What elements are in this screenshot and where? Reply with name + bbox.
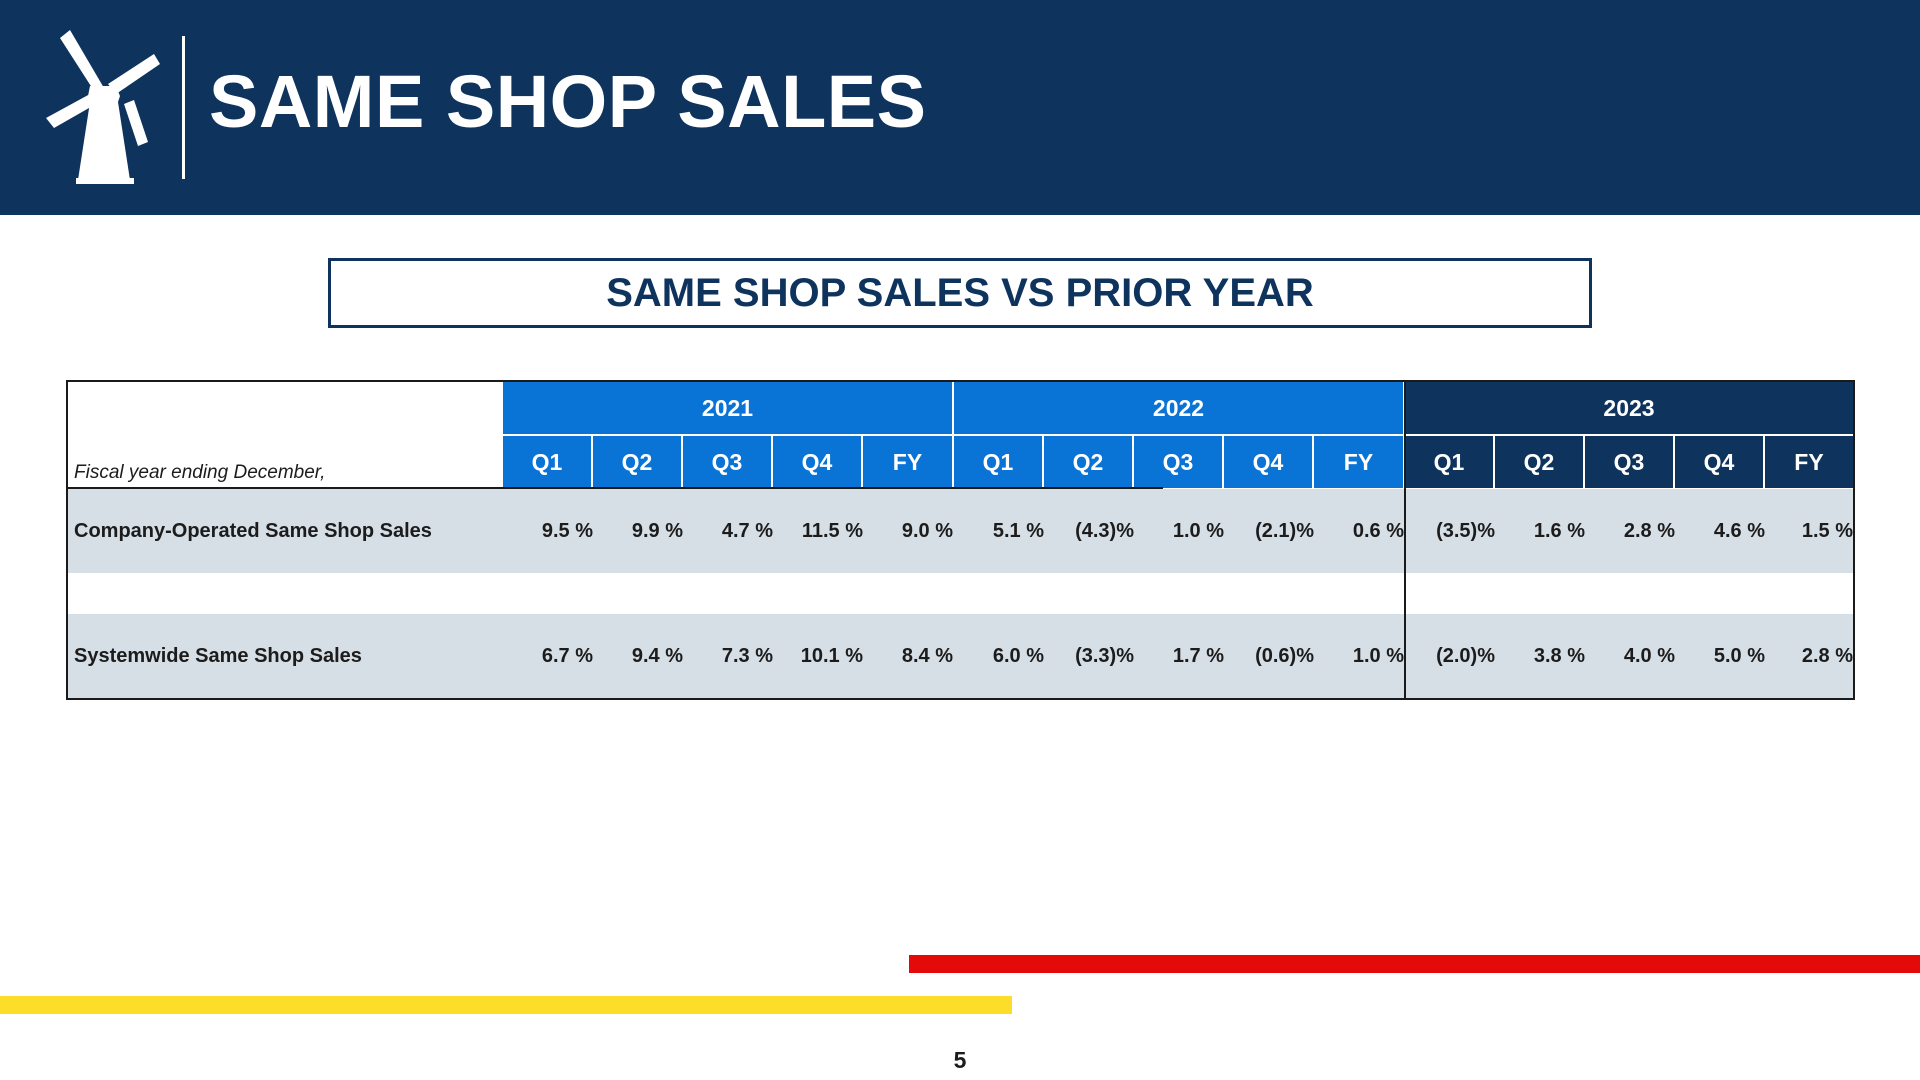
table-cell: 7.3 % [721, 644, 773, 667]
header-banner: SAME SHOP SALES [0, 0, 1920, 215]
table-cell: 11.5 % [801, 519, 863, 542]
table-row [68, 489, 1853, 573]
table-cell: (3.3)% [1075, 644, 1134, 667]
period-header: Q2 [1495, 436, 1583, 488]
table-cell: 1.7 % [1172, 644, 1224, 667]
same-shop-sales-table: Fiscal year ending December, 2021 2022 2… [66, 380, 1855, 700]
table-row [68, 614, 1853, 698]
period-header: Q3 [1134, 436, 1222, 488]
table-cell: (3.5)% [1436, 519, 1495, 542]
period-header: Q3 [1585, 436, 1673, 488]
period-header: FY [1765, 436, 1853, 488]
table-cell: 4.7 % [721, 519, 773, 542]
table-cell: 9.5 % [541, 519, 593, 542]
row-label: Company-Operated Same Shop Sales [74, 519, 432, 542]
period-header: Q4 [1675, 436, 1763, 488]
table-cell: 2.8 % [1623, 519, 1675, 542]
table-cell: 3.8 % [1533, 644, 1585, 667]
row-label: Systemwide Same Shop Sales [74, 644, 362, 667]
year-header-2023: 2023 [1405, 382, 1853, 434]
year-2023-divider [1404, 382, 1406, 698]
table-cell: (2.0)% [1436, 644, 1495, 667]
table-cell: 6.7 % [541, 644, 593, 667]
table-cell: 1.6 % [1533, 519, 1585, 542]
table-cell: 2.8 % [1801, 644, 1853, 667]
period-header: Q4 [773, 436, 861, 488]
table-cell: 1.0 % [1352, 644, 1404, 667]
table-cell: 6.0 % [992, 644, 1044, 667]
table-cell: 1.0 % [1172, 519, 1224, 542]
header-underline [68, 487, 1163, 489]
table-cell: 9.9 % [631, 519, 683, 542]
period-header: Q2 [1044, 436, 1132, 488]
table-cell: 9.0 % [901, 519, 953, 542]
table-cell: 5.0 % [1713, 644, 1765, 667]
table-cell: 4.6 % [1713, 519, 1765, 542]
period-header: Q2 [593, 436, 681, 488]
table-cell: (2.1)% [1255, 519, 1314, 542]
logo-divider [182, 36, 185, 179]
table-cell: 9.4 % [631, 644, 683, 667]
table-cell: (0.6)% [1255, 644, 1314, 667]
windmill-icon [46, 30, 160, 184]
period-header: Q1 [503, 436, 591, 488]
table-cell: 5.1 % [992, 519, 1044, 542]
page-title: SAME SHOP SALES [209, 60, 927, 143]
yellow-accent-bar [0, 996, 1012, 1014]
period-header: FY [863, 436, 952, 488]
period-header: Q4 [1224, 436, 1312, 488]
red-accent-bar [909, 955, 1920, 973]
period-header: Q3 [683, 436, 771, 488]
section-subtitle: SAME SHOP SALES VS PRIOR YEAR [606, 270, 1314, 315]
year-header-2022: 2022 [954, 382, 1403, 434]
table-cell: 4.0 % [1623, 644, 1675, 667]
table-cell: 1.5 % [1801, 519, 1853, 542]
table-cell: 10.1 % [800, 644, 863, 667]
page-number: 5 [953, 1047, 967, 1073]
fiscal-year-label: Fiscal year ending December, [74, 462, 326, 483]
period-header: FY [1314, 436, 1403, 488]
table-cell: 0.6 % [1352, 519, 1404, 542]
period-header: Q1 [954, 436, 1042, 488]
period-header: Q1 [1405, 436, 1493, 488]
table-cell: 8.4 % [901, 644, 953, 667]
table-cell: (4.3)% [1075, 519, 1134, 542]
subtitle-box: SAME SHOP SALES VS PRIOR YEAR [328, 258, 1592, 328]
year-header-2021: 2021 [503, 382, 952, 434]
